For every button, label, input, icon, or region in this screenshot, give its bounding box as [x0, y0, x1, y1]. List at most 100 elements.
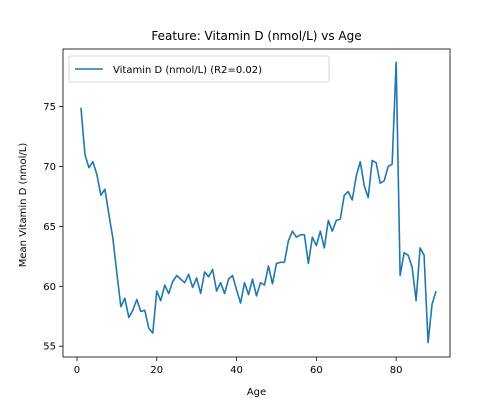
data-point — [176, 275, 178, 277]
data-point — [347, 191, 349, 193]
data-point — [387, 165, 389, 167]
data-point — [383, 180, 385, 182]
data-point — [88, 167, 90, 169]
data-point — [303, 234, 305, 236]
data-point — [164, 284, 166, 286]
data-point — [339, 218, 341, 220]
data-point — [343, 194, 345, 196]
x-tick-label: 80 — [390, 365, 403, 376]
data-point — [263, 284, 265, 286]
data-point — [367, 197, 369, 199]
data-point — [355, 175, 357, 177]
data-point — [423, 254, 425, 256]
data-point — [220, 282, 222, 284]
data-point — [248, 294, 250, 296]
data-point — [323, 247, 325, 249]
data-point — [184, 282, 186, 284]
data-point — [240, 302, 242, 304]
data-point — [216, 290, 218, 292]
data-point — [256, 295, 258, 297]
data-point — [188, 273, 190, 275]
x-axis: 0 20 40 60 80 — [74, 357, 403, 376]
data-point — [275, 263, 277, 265]
data-point — [204, 271, 206, 273]
data-point — [160, 300, 162, 302]
x-axis-label: Age — [247, 387, 266, 398]
data-point — [315, 245, 317, 247]
y-axis-label: Mean Vitamin D (nmol/L) — [18, 143, 29, 268]
data-point — [331, 230, 333, 232]
data-point — [407, 254, 409, 256]
data-point — [192, 286, 194, 288]
series-line — [80, 61, 437, 344]
data-point — [427, 342, 429, 344]
data-point — [411, 266, 413, 268]
data-point — [144, 309, 146, 311]
data-point — [403, 252, 405, 254]
data-point — [299, 234, 301, 236]
data-point — [359, 161, 361, 163]
data-point — [228, 278, 230, 280]
data-point — [259, 282, 261, 284]
data-point — [379, 182, 381, 184]
legend-label: Vitamin D (nmol/L) (R2=0.02) — [113, 65, 262, 76]
data-point — [104, 188, 106, 190]
data-point — [395, 61, 397, 63]
x-tick-label: 60 — [310, 365, 323, 376]
data-point — [212, 269, 214, 271]
data-point — [148, 327, 150, 329]
data-point — [224, 292, 226, 294]
data-point — [311, 236, 313, 238]
data-point — [287, 240, 289, 242]
data-point — [415, 300, 417, 302]
data-point — [140, 310, 142, 312]
data-point — [279, 261, 281, 263]
data-point — [283, 261, 285, 263]
y-axis: 55 60 65 70 75 — [43, 102, 63, 353]
data-point — [200, 292, 202, 294]
data-point — [371, 159, 373, 161]
data-point — [108, 213, 110, 215]
y-tick-label: 60 — [43, 282, 56, 293]
data-point — [172, 281, 174, 283]
data-point — [351, 199, 353, 201]
data-point — [391, 163, 393, 165]
data-point — [431, 303, 433, 305]
data-point — [92, 161, 94, 163]
data-point — [399, 275, 401, 277]
plot-area — [80, 61, 437, 344]
data-point — [124, 297, 126, 299]
data-point — [419, 247, 421, 249]
data-point — [252, 278, 254, 280]
x-tick-label: 40 — [230, 365, 243, 376]
data-point — [168, 292, 170, 294]
data-point — [244, 282, 246, 284]
data-point — [208, 276, 210, 278]
data-point — [327, 219, 329, 221]
x-tick-label: 0 — [74, 365, 80, 376]
data-point — [100, 194, 102, 196]
legend-box — [68, 55, 330, 83]
data-point — [180, 278, 182, 280]
data-point — [271, 283, 273, 285]
chart-title: Feature: Vitamin D (nmol/L) vs Age — [151, 29, 361, 43]
data-point — [295, 236, 297, 238]
data-point — [196, 277, 198, 279]
data-point — [136, 298, 138, 300]
data-point — [116, 272, 118, 274]
data-point — [307, 263, 309, 265]
data-point — [375, 162, 377, 164]
data-point — [156, 290, 158, 292]
data-point — [236, 289, 238, 291]
y-tick-label: 65 — [43, 222, 56, 233]
data-point — [435, 290, 437, 292]
data-point — [128, 316, 130, 318]
x-tick-label: 20 — [150, 365, 163, 376]
axes-frame — [62, 48, 451, 358]
data-point — [291, 230, 293, 232]
data-point — [120, 306, 122, 308]
y-tick-label: 70 — [43, 162, 56, 173]
data-point — [84, 153, 86, 155]
data-point — [96, 174, 98, 176]
